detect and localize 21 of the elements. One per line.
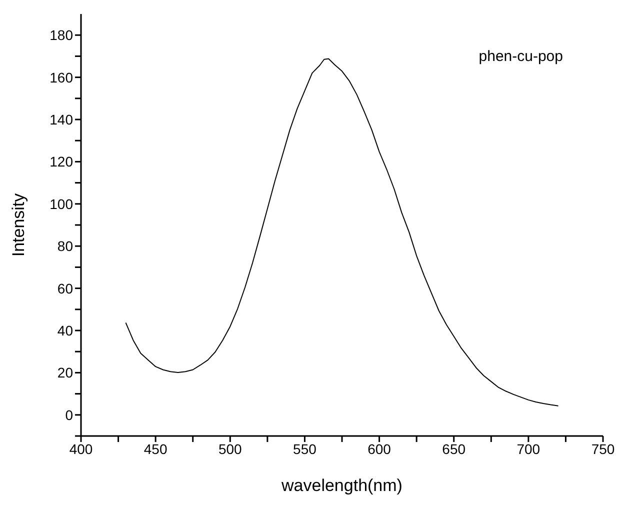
y-tick-label: 80	[57, 238, 74, 254]
y-tick-label: 160	[50, 69, 74, 86]
y-tick-label: 140	[50, 111, 74, 128]
x-tick-label: 550	[293, 440, 317, 457]
x-tick-label: 600	[368, 440, 392, 457]
y-tick-label: 60	[57, 280, 74, 296]
y-tick-label: 120	[50, 154, 74, 170]
text: phen-cu-pop	[478, 48, 563, 65]
y-tick-label: 180	[50, 27, 74, 44]
y-tick-label: 100	[50, 196, 74, 212]
x-tick-label: 700	[516, 440, 540, 457]
x-tick-label: 400	[69, 440, 93, 457]
x-tick-label: 650	[442, 440, 466, 457]
y-tick-label: 0	[65, 406, 74, 423]
y-tick-label: 20	[57, 364, 74, 381]
y-tick-label: 40	[57, 322, 74, 338]
x-tick-label: 450	[144, 440, 168, 457]
x-tick-label: 500	[218, 440, 242, 457]
x-axis-title: wavelength(nm)	[280, 476, 402, 495]
y-axis-title: Intensity	[9, 192, 28, 257]
x-tick-label: 750	[591, 440, 615, 457]
